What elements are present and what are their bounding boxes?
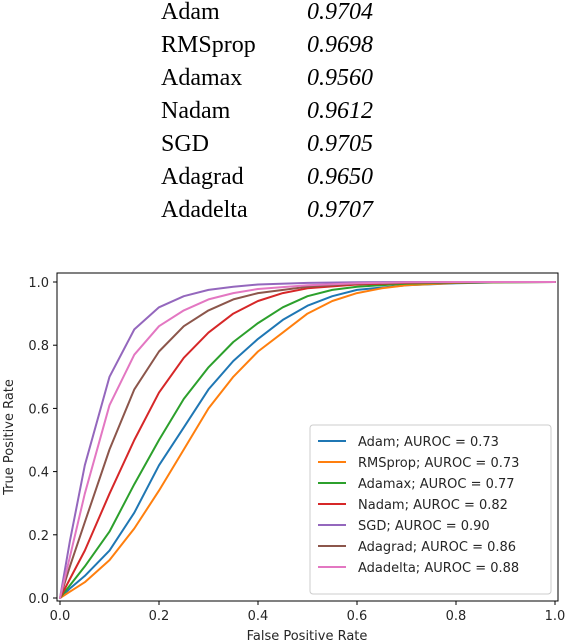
optimizer-name: Adam	[161, 0, 220, 25]
optimizer-row: Adamax 0.9560	[161, 66, 421, 99]
series-layer	[59, 281, 556, 599]
optimizer-row: Nadam 0.9612	[161, 99, 421, 132]
optimizer-name: RMSprop	[161, 32, 256, 58]
plot-frame	[56, 272, 559, 602]
optimizer-name: Adadelta	[161, 197, 248, 223]
optimizer-row: Adagrad 0.9650	[161, 165, 421, 198]
optimizer-score-table: Adam 0.9704 RMSprop 0.9698 Adamax 0.9560 Nadam…	[161, 0, 421, 231]
optimizer-score: 0.9560	[307, 65, 373, 91]
x-tick-label: 0.2	[149, 609, 170, 624]
x-axis-label: False Positive Rate	[247, 629, 368, 644]
y-tick-label: 0.0	[28, 592, 49, 607]
y-tick-label: 0.6	[28, 402, 49, 417]
optimizer-name: Nadam	[161, 98, 231, 124]
optimizer-row: RMSprop 0.9698	[161, 33, 421, 66]
optimizer-row: Adadelta 0.9707	[161, 198, 421, 231]
x-tick-label: 0.8	[446, 609, 467, 624]
optimizer-score: 0.9612	[307, 98, 373, 124]
y-tick-label: 0.2	[28, 529, 49, 544]
x-axis-ticks: 0.0 0.2 0.4 0.6 0.8 1.0	[50, 601, 566, 624]
optimizer-score: 0.9698	[307, 32, 373, 58]
y-tick-label: 0.8	[28, 339, 49, 354]
legend-label: Adam; AUROC = 0.73	[358, 435, 499, 450]
y-axis-label: True Positive Rate	[2, 379, 17, 496]
x-tick-label: 0.4	[248, 609, 269, 624]
x-tick-label: 1.0	[545, 609, 566, 624]
legend-label: Nadam; AUROC = 0.82	[358, 498, 508, 513]
legend-label: Adadelta; AUROC = 0.88	[358, 561, 519, 576]
y-tick-label: 1.0	[28, 276, 49, 291]
series-line	[59, 281, 556, 599]
optimizer-score: 0.9650	[307, 164, 373, 190]
legend-label: Adagrad; AUROC = 0.86	[358, 540, 516, 555]
legend-box	[309, 424, 552, 595]
optimizer-row: SGD 0.9705	[161, 132, 421, 165]
x-tick-label: 0.6	[347, 609, 368, 624]
optimizer-name: SGD	[161, 131, 210, 157]
legend-label: RMSprop; AUROC = 0.73	[358, 456, 519, 471]
optimizer-score: 0.9705	[307, 131, 373, 157]
legend-label: Adamax; AUROC = 0.77	[358, 477, 515, 492]
optimizer-name: Adagrad	[161, 164, 244, 190]
optimizer-row: Adam 0.9704	[161, 0, 421, 33]
optimizer-score: 0.9704	[307, 0, 373, 25]
optimizer-score: 0.9707	[307, 197, 373, 223]
legend: Adam; AUROC = 0.73 RMSprop; AUROC = 0.73 A…	[309, 424, 552, 595]
y-tick-label: 0.4	[28, 466, 49, 481]
y-axis-ticks: 0.0 0.2 0.4 0.6 0.8 1.0	[28, 276, 57, 607]
legend-label: SGD; AUROC = 0.90	[358, 519, 490, 534]
optimizer-name: Adamax	[161, 65, 243, 91]
x-tick-label: 0.0	[50, 609, 71, 624]
series-line	[59, 281, 556, 599]
